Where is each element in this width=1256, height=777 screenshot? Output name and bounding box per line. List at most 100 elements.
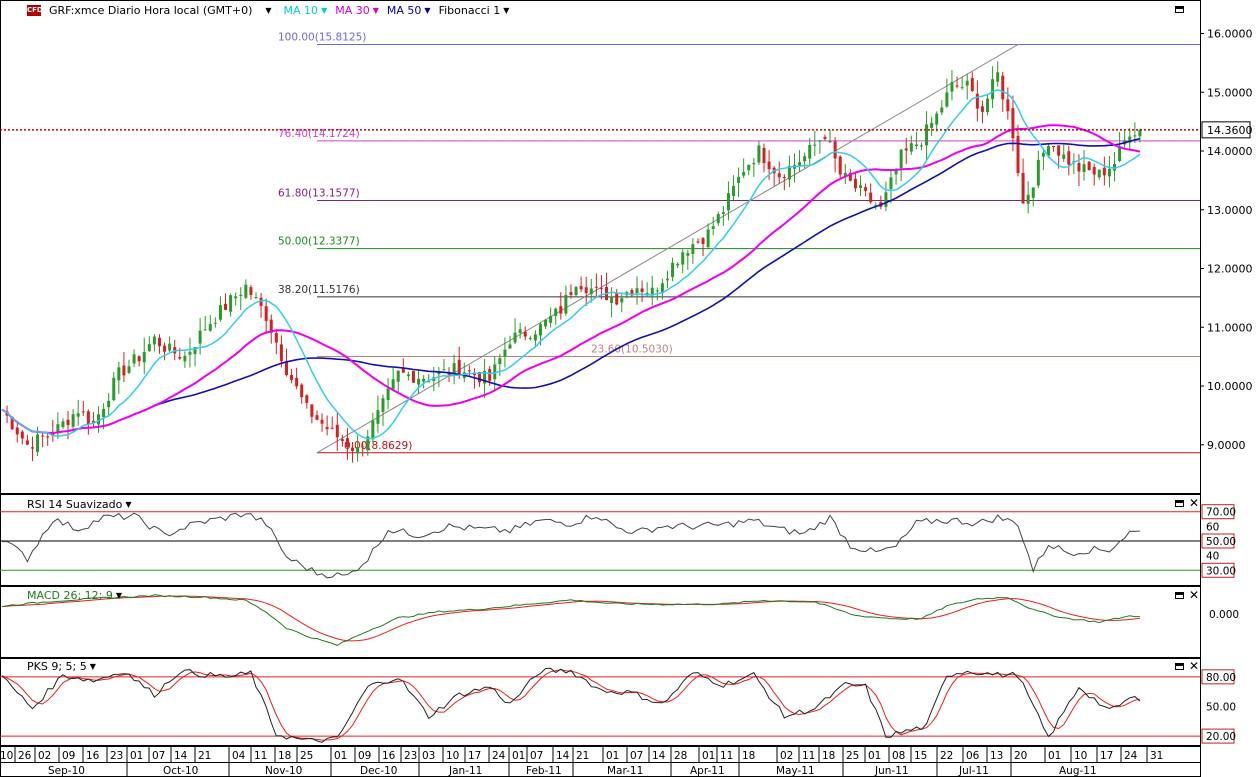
candle-body: [259, 297, 263, 306]
candle-body: [1057, 145, 1061, 156]
indicator-fibonacci[interactable]: Fibonacci 1 ▼: [439, 4, 510, 17]
date-axis-day-label: 01: [512, 750, 525, 762]
date-axis-month-label: Jun-11: [874, 765, 909, 777]
close-icon[interactable]: ✕: [1188, 659, 1200, 673]
date-axis-day-label: 07: [630, 750, 643, 762]
pks-pane-title[interactable]: PKS 9; 5; 5 ▼: [27, 660, 96, 673]
date-axis-day-label: 01: [130, 750, 143, 762]
date-axis-month-label: Sep-10: [48, 765, 85, 777]
date-axis-day-label: 04: [232, 750, 246, 762]
macd-title-label: MACD 26; 12; 9: [27, 589, 113, 602]
candle-body: [671, 262, 675, 277]
pks-k-line: [1, 667, 1141, 743]
date-axis-month-label: Jan-11: [448, 765, 482, 777]
y-axis-tick-label: 12.0000: [1207, 263, 1253, 276]
date-axis-day-label: 23: [404, 750, 417, 762]
candle-body: [56, 424, 60, 434]
date-axis-month-label: Aug-11: [1059, 765, 1097, 777]
candle-body: [696, 241, 700, 243]
close-icon[interactable]: ✕: [1188, 496, 1200, 510]
candle-body: [828, 141, 832, 143]
symbol-selector[interactable]: GRF:xmce Diario Hora local (GMT+0) ▼: [49, 4, 272, 17]
candle-body: [117, 367, 121, 381]
date-axis-day-label: 14: [556, 750, 570, 762]
date-axis-day-label: 13: [990, 750, 1003, 762]
candle-body: [330, 427, 334, 429]
candle-body: [1011, 108, 1015, 139]
candle-body: [457, 359, 461, 376]
candle-body: [945, 92, 949, 107]
candle-body: [716, 214, 720, 224]
candle-body: [284, 361, 288, 376]
rsi-level-box: [1201, 504, 1235, 520]
candle-body: [417, 378, 421, 385]
indicator-ma30[interactable]: MA 30 ▼: [335, 4, 379, 17]
candle-body: [366, 436, 370, 451]
date-axis-day-label: 14: [174, 750, 188, 762]
candle-body: [726, 193, 730, 211]
date-axis-day-label: 10: [0, 750, 13, 762]
candle-body: [1036, 159, 1040, 186]
close-icon[interactable]: ✕: [1188, 588, 1200, 602]
candle-body: [147, 344, 151, 352]
date-axis-day-label: 17: [1100, 750, 1113, 762]
date-axis-day-label: 01: [702, 750, 715, 762]
candle-body: [396, 370, 400, 382]
candle-body: [782, 176, 786, 178]
date-axis-day-label: 24: [492, 750, 506, 762]
macd-pane: 0.000: [1, 594, 1239, 646]
candle-body: [1031, 187, 1035, 198]
candle-body: [914, 144, 918, 147]
candle-body: [533, 334, 537, 341]
date-axis-day-label: 11: [802, 750, 815, 762]
candle-body: [25, 440, 29, 445]
candle-body: [1021, 172, 1025, 204]
maximize-price-pane-button[interactable]: [1173, 3, 1185, 15]
candle-body: [930, 122, 934, 128]
candle-body: [300, 384, 304, 398]
candle-body: [762, 147, 766, 164]
candle-body: [310, 404, 314, 417]
maximize-pks-pane-button[interactable]: [1173, 660, 1185, 672]
candle-body: [20, 431, 24, 439]
candle-body: [767, 161, 771, 170]
candle-body: [320, 419, 324, 424]
candle-body: [46, 436, 50, 438]
fibonacci-level-label: 0.00(8.8629): [344, 440, 412, 452]
date-axis-day-label: 14: [652, 750, 666, 762]
candle-body: [30, 447, 34, 449]
pks-tick-label: 80.00: [1206, 672, 1236, 684]
candle-body: [401, 368, 405, 373]
candle-body: [813, 144, 817, 146]
candle-body: [452, 363, 456, 373]
candle-body: [818, 140, 822, 142]
candle-body: [1067, 151, 1071, 165]
macd-pane-title[interactable]: MACD 26; 12; 9 ▼: [27, 589, 122, 602]
candle-body: [472, 372, 476, 376]
pane-frames: [0, 0, 1201, 777]
candle-body: [81, 411, 85, 413]
candle-body: [721, 212, 725, 215]
indicator-ma50[interactable]: MA 50 ▼: [387, 4, 431, 17]
candle-body: [213, 322, 217, 324]
indicator-ma30-label: MA 30: [335, 3, 370, 17]
indicator-ma10[interactable]: MA 10 ▼: [284, 4, 328, 17]
candle-body: [351, 447, 355, 451]
date-axis-day-label: 17: [468, 750, 481, 762]
date-axis-day-label: 16: [382, 750, 396, 762]
maximize-macd-pane-button[interactable]: [1173, 589, 1185, 601]
macd-signal-line: [1, 595, 1140, 642]
candle-body: [467, 370, 471, 372]
date-axis-day-label: 21: [576, 750, 589, 762]
rsi-tick-label: 70.00: [1206, 507, 1236, 519]
maximize-rsi-pane-button[interactable]: [1173, 497, 1185, 509]
candle-body: [965, 80, 969, 86]
candle-body: [254, 297, 258, 299]
date-axis-day-label: 02: [780, 750, 793, 762]
rsi-pane-title[interactable]: RSI 14 Suavizado ▼: [27, 498, 132, 511]
y-axis-tick-label: 13.0000: [1207, 204, 1253, 217]
candle-body: [208, 324, 212, 331]
candle-body: [955, 85, 959, 87]
candle-body: [1087, 161, 1091, 171]
rsi-tick-label: 60: [1206, 521, 1219, 533]
